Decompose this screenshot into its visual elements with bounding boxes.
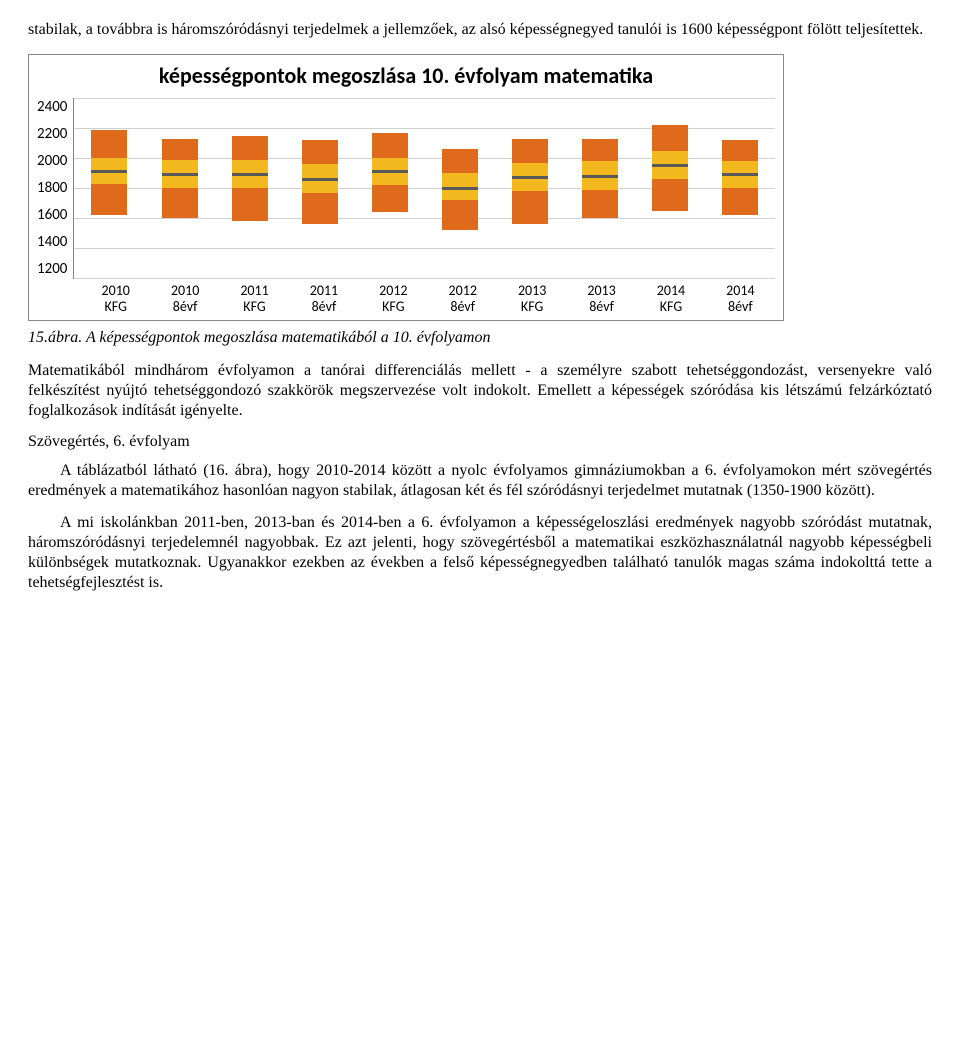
bar-segment — [652, 167, 688, 179]
y-tick-label: 1200 — [37, 260, 67, 278]
bar-segment — [442, 173, 478, 187]
bar-segment — [582, 178, 618, 190]
chart-area: 2400 2200 2000 1800 1600 1400 1200 — [37, 98, 775, 279]
chart-plot — [73, 98, 775, 279]
subheading: Szövegértés, 6. évfolyam — [28, 433, 932, 451]
paragraph-2: A táblázatból látható (16. ábra), hogy 2… — [28, 461, 932, 501]
bar-segment — [162, 139, 198, 160]
x-tick-label: 2010 KFG — [81, 279, 150, 314]
bar-segment — [372, 158, 408, 170]
y-tick-label: 2200 — [37, 125, 67, 143]
chart-column — [495, 98, 565, 278]
chart-bar — [442, 149, 478, 230]
bar-segment — [722, 176, 758, 188]
chart-bar — [582, 139, 618, 219]
chart-bar — [512, 139, 548, 225]
x-tick-label: 2014 8évf — [706, 279, 775, 314]
chart-y-axis: 2400 2200 2000 1800 1600 1400 1200 — [37, 98, 73, 278]
chart-bar — [162, 139, 198, 219]
bar-segment — [372, 185, 408, 212]
chart-column — [144, 98, 214, 278]
bar-segment — [162, 188, 198, 218]
chart-column — [565, 98, 635, 278]
bar-segment — [652, 179, 688, 211]
chart-column — [285, 98, 355, 278]
bar-segment — [91, 173, 127, 184]
bar-segment — [442, 190, 478, 201]
bar-segment — [582, 190, 618, 219]
bar-segment — [162, 160, 198, 174]
chart-x-axis: 2010 KFG2010 8évf2011 KFG2011 8évf2012 K… — [81, 279, 775, 314]
y-tick-label: 2000 — [37, 152, 67, 170]
chart-container: képességpontok megoszlása 10. évfolyam m… — [28, 54, 784, 321]
chart-caption: 15.ábra. A képességpontok megoszlása mat… — [28, 329, 932, 347]
bar-segment — [512, 191, 548, 224]
bar-segment — [442, 149, 478, 173]
y-tick-label: 1600 — [37, 206, 67, 224]
x-tick-label: 2012 8évf — [428, 279, 497, 314]
bar-segment — [302, 140, 338, 164]
bar-segment — [652, 151, 688, 165]
y-tick-label: 2400 — [37, 98, 67, 116]
bar-segment — [442, 200, 478, 230]
x-tick-label: 2012 KFG — [359, 279, 428, 314]
x-tick-label: 2010 8évf — [150, 279, 219, 314]
chart-bar — [652, 125, 688, 211]
gridline — [74, 278, 775, 279]
chart-column — [425, 98, 495, 278]
chart-columns — [74, 98, 775, 278]
y-tick-label: 1800 — [37, 179, 67, 197]
bar-segment — [512, 163, 548, 177]
x-tick-label: 2014 KFG — [636, 279, 705, 314]
chart-column — [355, 98, 425, 278]
bar-segment — [722, 188, 758, 215]
chart-bar — [232, 136, 268, 222]
bar-segment — [302, 164, 338, 178]
bar-segment — [652, 125, 688, 151]
bar-segment — [302, 181, 338, 193]
intro-paragraph: stabilak, a továbbra is háromszóródásnyi… — [28, 20, 932, 40]
bar-segment — [372, 133, 408, 159]
bar-segment — [512, 179, 548, 191]
paragraph-3: A mi iskolánkban 2011-ben, 2013-ban és 2… — [28, 513, 932, 593]
bar-segment — [232, 188, 268, 221]
chart-column — [215, 98, 285, 278]
bar-segment — [162, 176, 198, 188]
paragraph-1: Matematikából mindhárom évfolyamon a tan… — [28, 361, 932, 421]
bar-segment — [91, 184, 127, 216]
bar-segment — [722, 140, 758, 161]
chart-title: képességpontok megoszlása 10. évfolyam m… — [37, 63, 775, 88]
chart-bar — [722, 140, 758, 215]
bar-segment — [722, 161, 758, 173]
x-tick-label: 2011 8évf — [289, 279, 358, 314]
bar-segment — [232, 160, 268, 174]
x-tick-label: 2013 KFG — [497, 279, 566, 314]
bar-segment — [302, 193, 338, 225]
y-tick-label: 1400 — [37, 233, 67, 251]
bar-segment — [372, 173, 408, 185]
chart-column — [705, 98, 775, 278]
bar-segment — [91, 130, 127, 159]
chart-bar — [91, 130, 127, 216]
chart-bar — [302, 140, 338, 224]
bar-segment — [232, 176, 268, 188]
x-tick-label: 2011 KFG — [220, 279, 289, 314]
x-tick-label: 2013 8évf — [567, 279, 636, 314]
chart-column — [74, 98, 144, 278]
chart-column — [635, 98, 705, 278]
bar-segment — [512, 139, 548, 163]
bar-segment — [582, 139, 618, 162]
bar-segment — [232, 136, 268, 160]
bar-segment — [582, 161, 618, 175]
chart-bar — [372, 133, 408, 213]
bar-segment — [91, 158, 127, 170]
